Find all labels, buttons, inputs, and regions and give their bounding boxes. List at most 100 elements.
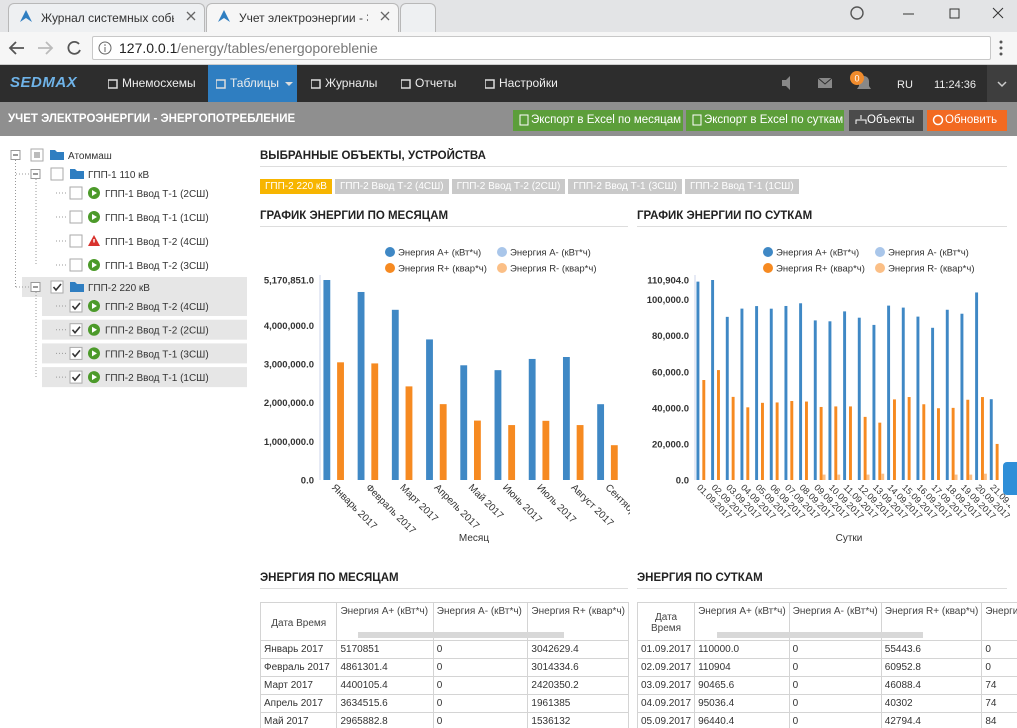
checkbox[interactable] <box>70 211 82 223</box>
table-row: 03.09.201790465.6046088.474 <box>638 677 1017 695</box>
bar <box>828 321 831 480</box>
back-button[interactable] <box>10 42 24 54</box>
bar <box>323 280 330 480</box>
nav-buttons <box>0 32 92 64</box>
table-cell: 0 <box>433 713 528 728</box>
menu-item[interactable]: Таблицы <box>208 65 297 102</box>
selected-chip: ГПП-2 220 кВ <box>260 179 332 194</box>
bar <box>858 318 861 480</box>
bar <box>887 306 890 480</box>
column-header[interactable]: Дата Время <box>261 603 337 641</box>
bar <box>371 363 378 480</box>
bar <box>837 475 840 480</box>
tree-item[interactable]: ГПП-2 Ввод Т-1 (3СШ) <box>105 349 209 360</box>
legend-label: Энергия R- (квар*ч) <box>888 264 975 275</box>
table-cell: 03.09.2017 <box>638 677 695 695</box>
tree-item[interactable]: ГПП-2 Ввод Т-2 (2СШ) <box>105 326 209 337</box>
table-cell: 05.09.2017 <box>638 713 695 728</box>
menu-item[interactable]: Отчеты <box>393 65 468 102</box>
excel-icon <box>693 115 701 125</box>
checkbox[interactable] <box>51 281 63 293</box>
close-window[interactable] <box>993 8 1003 18</box>
checkbox[interactable] <box>70 187 82 199</box>
tab-close[interactable] <box>381 12 389 20</box>
bar <box>474 421 481 480</box>
forward-button[interactable] <box>38 42 52 54</box>
scroll-bar <box>717 632 923 638</box>
table-cell: 0 <box>789 695 881 713</box>
table-row: 05.09.201796440.4042794.484 <box>638 713 1017 728</box>
menu-item[interactable]: Журналы <box>303 65 388 102</box>
bar <box>358 292 365 480</box>
table-cell: 2965882.8 <box>337 713 433 728</box>
checkbox[interactable] <box>70 259 82 271</box>
folder-icon <box>50 150 64 160</box>
bar <box>946 310 949 480</box>
bar <box>746 407 749 480</box>
column-header[interactable]: Энергия R- (квар*ч) <box>982 603 1017 641</box>
bar <box>440 404 447 480</box>
restore[interactable] <box>950 9 959 18</box>
tree-item[interactable]: ГПП-2 Ввод Т-2 (4СШ) <box>105 302 209 313</box>
table-row: Февраль 20174861301.403014334.6 <box>261 659 629 677</box>
tree-item[interactable]: ГПП-2 Ввод Т-1 (1СШ) <box>105 373 209 384</box>
checkbox[interactable] <box>70 324 82 336</box>
legend-marker <box>763 247 773 257</box>
bar <box>392 310 399 480</box>
menu-label: Отчеты <box>415 76 456 90</box>
tree-group: ГПП-2 220 кВ <box>88 283 150 294</box>
table-cell: 0 <box>789 677 881 695</box>
checkbox[interactable] <box>51 168 63 180</box>
profile-icon[interactable] <box>851 7 863 19</box>
checkbox[interactable] <box>70 235 82 247</box>
table-wrap: Дата ВремяЭнергия А+ (кВт*ч)Энергия А- (… <box>637 602 1017 728</box>
table-cell: 1961385 <box>528 695 629 713</box>
bar <box>597 404 604 480</box>
table-cell: 60952.8 <box>881 659 982 677</box>
legend-marker <box>497 263 507 273</box>
tree-item[interactable]: ГПП-1 Ввод Т-1 (1СШ) <box>105 213 209 224</box>
user-dropdown[interactable] <box>987 65 1017 102</box>
x-axis-label: Месяц <box>459 533 489 544</box>
tree-item[interactable]: ГПП-1 Ввод Т-1 (2СШ) <box>105 189 209 200</box>
menu-icon <box>485 79 495 89</box>
tab-close[interactable] <box>187 12 195 20</box>
checkbox[interactable] <box>70 371 82 383</box>
address-bar[interactable]: 127.0.0.1/energy/tables/energoporeblenie <box>92 36 991 60</box>
selected-chip: ГПП-2 Ввод Т-1 (1СШ) <box>685 179 799 194</box>
button-icons <box>0 102 1017 136</box>
column-header[interactable]: Дата Время <box>638 603 695 641</box>
selected-objects: ГПП-2 220 кВГПП-2 Ввод Т-2 (4СШ)ГПП-2 Вв… <box>260 179 1010 194</box>
language[interactable]: RU <box>897 79 913 91</box>
table-cell: 02.09.2017 <box>638 659 695 677</box>
bar <box>843 311 846 480</box>
legend-label: Энергия А- (кВт*ч) <box>888 248 969 259</box>
table-title: ЭНЕРГИЯ ПО МЕСЯЦАМ <box>260 572 628 589</box>
y-tick-label: 60,000.0 <box>652 367 689 378</box>
tree-item[interactable]: ГПП-1 Ввод Т-2 (3СШ) <box>105 261 209 272</box>
bar <box>820 407 823 480</box>
bar <box>902 308 905 480</box>
table-cell: 55443.6 <box>881 641 982 659</box>
checkbox[interactable] <box>70 347 82 359</box>
menu-item[interactable]: Настройки <box>477 65 567 102</box>
menu-dot[interactable] <box>1000 41 1003 44</box>
side-widget[interactable] <box>1003 462 1017 495</box>
bar <box>878 423 881 480</box>
selected-chip: ГПП-2 Ввод Т-1 (3СШ) <box>568 179 682 194</box>
reload-button[interactable] <box>68 42 80 54</box>
y-tick-label: 1,000,000.0 <box>264 437 314 448</box>
logo[interactable]: SEDMAX <box>10 74 77 91</box>
bar <box>711 280 714 480</box>
menu-item[interactable]: Мнемосхемы <box>100 65 205 102</box>
checkbox[interactable] <box>70 300 82 312</box>
table-cell: 95036.4 <box>695 695 790 713</box>
y-tick-label: 0.0 <box>676 476 689 487</box>
sound-icon[interactable] <box>782 76 790 90</box>
nav-icons: 0 RU 11:24:36 <box>770 65 1017 102</box>
tree-item[interactable]: ГПП-1 Ввод Т-2 (4СШ) <box>105 237 209 248</box>
bar <box>908 397 911 480</box>
bar <box>563 357 570 480</box>
bar <box>761 403 764 480</box>
legend-marker <box>875 247 885 257</box>
